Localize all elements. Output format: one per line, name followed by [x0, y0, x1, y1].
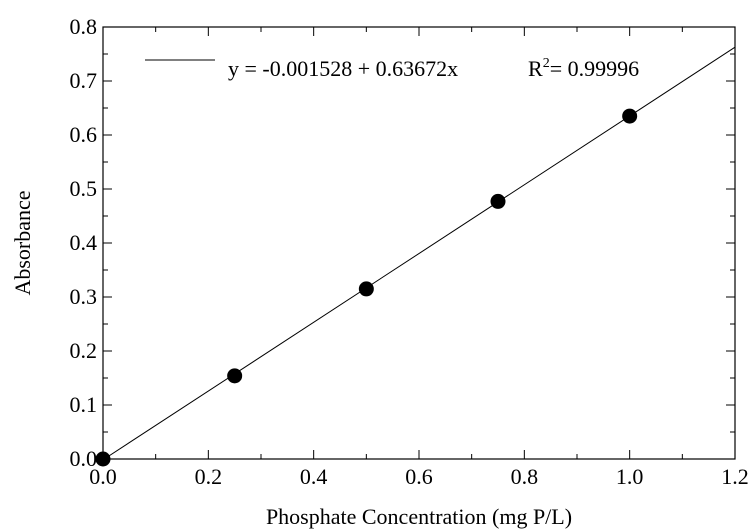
- points-layer: [95, 108, 638, 467]
- legend-r2-prefix: R: [528, 56, 543, 81]
- data-point: [227, 368, 243, 384]
- data-point: [622, 108, 638, 124]
- x-tick-label: 0.2: [195, 464, 223, 489]
- x-tick-label: 0.0: [89, 464, 117, 489]
- x-axis-label: Phosphate Concentration (mg P/L): [266, 504, 572, 529]
- x-tick-label: 1.0: [616, 464, 644, 489]
- legend-equation: y = -0.001528 + 0.63672x: [228, 56, 458, 81]
- y-tick-label: 0.5: [70, 176, 98, 201]
- y-tick-label: 0.7: [70, 68, 98, 93]
- y-tick-label: 0.8: [70, 14, 98, 39]
- ticks-layer: 0.0 0.2 0.4 0.6 0.8 1.0 1.2 0.0 0.1 0.2 0.3 0.4 0.5 0…: [70, 14, 749, 489]
- y-tick-label: 0.3: [70, 284, 98, 309]
- data-point: [490, 193, 506, 209]
- x-tick-label: 0.4: [300, 464, 328, 489]
- y-tick-label: 0.1: [70, 392, 98, 417]
- plot-frame: [102, 26, 736, 460]
- y-tick-label: 0.0: [70, 446, 98, 471]
- y-tick-label: 0.2: [70, 338, 98, 363]
- y-axis-label: Absorbance: [10, 190, 35, 295]
- fit-line: [103, 46, 736, 460]
- data-point: [358, 281, 374, 297]
- x-tick-label: 0.6: [405, 464, 433, 489]
- legend-r2-superscript: 2: [543, 56, 550, 71]
- y-tick-label: 0.6: [70, 122, 98, 147]
- legend-r2: R2= 0.99996: [528, 56, 639, 81]
- legend: y = -0.001528 + 0.63672x R2= 0.99996: [145, 56, 639, 81]
- x-tick-label: 0.8: [511, 464, 539, 489]
- y-tick-label: 0.4: [70, 230, 98, 255]
- legend-r2-value: = 0.99996: [550, 56, 639, 81]
- x-tick-label: 1.2: [721, 464, 749, 489]
